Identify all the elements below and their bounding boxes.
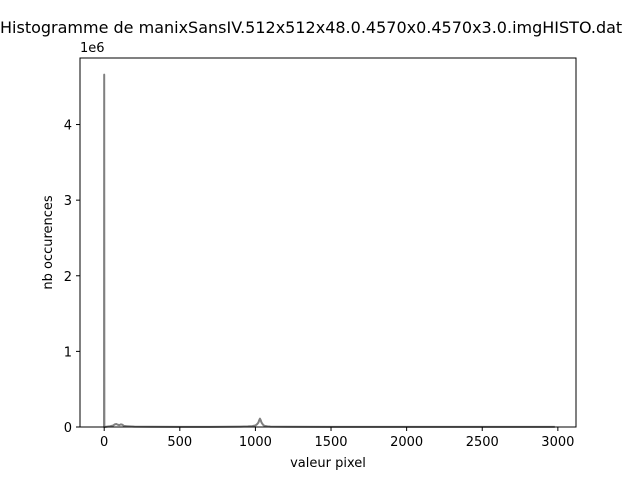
x-tick-label: 2500 <box>466 435 499 450</box>
x-tick-label: 0 <box>100 435 108 450</box>
chart-title: Histogramme de manixSansIV.512x512x48.0.… <box>0 18 623 37</box>
y-tick-label: 2 <box>64 270 72 285</box>
x-tick-label: 1500 <box>314 435 347 450</box>
axes-layer <box>79 57 577 428</box>
y-offset-label: 1e6 <box>80 41 105 56</box>
y-tick-label: 3 <box>64 194 72 209</box>
x-ticks: 0 500 1000 1500 2000 2500 3000 <box>100 427 574 450</box>
x-axis-label: valeur pixel <box>290 456 366 471</box>
y-tick-label: 1 <box>64 345 72 360</box>
x-tick-label: 1000 <box>239 435 272 450</box>
y-tick-label: 0 <box>64 421 72 436</box>
x-tick-label: 3000 <box>541 435 574 450</box>
y-axis-label: nb occurences <box>41 195 56 290</box>
y-ticks: 0 1 2 3 4 <box>64 119 80 436</box>
y-tick-label: 4 <box>64 119 72 134</box>
histogram-series-line <box>103 73 555 428</box>
series-layer <box>103 73 555 428</box>
x-tick-label: 500 <box>167 435 192 450</box>
x-tick-label: 2000 <box>390 435 423 450</box>
plot-frame <box>79 57 577 428</box>
